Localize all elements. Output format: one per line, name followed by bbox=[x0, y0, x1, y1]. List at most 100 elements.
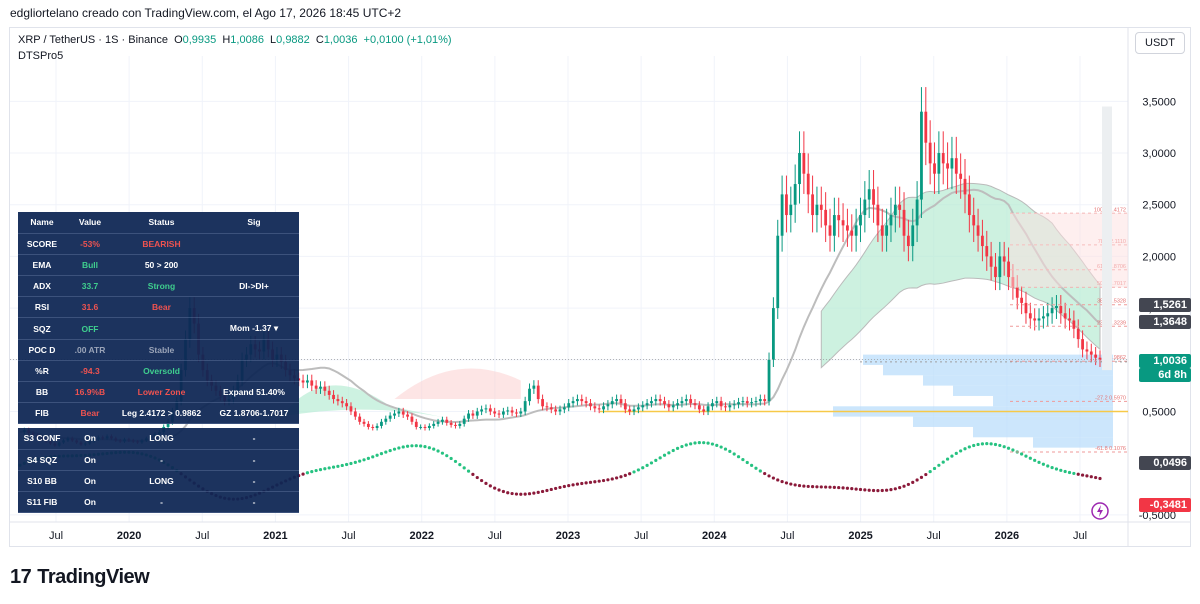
currency-button[interactable]: USDT bbox=[1135, 32, 1185, 54]
x-tick-label: 2020 bbox=[117, 530, 141, 542]
oscillator-dot bbox=[941, 460, 945, 464]
oscillator-dot bbox=[301, 472, 305, 476]
candle-body bbox=[793, 184, 797, 205]
candle-body bbox=[928, 142, 932, 164]
oscillator-dot bbox=[1072, 471, 1076, 476]
table-row: S3 CONF On LONG - bbox=[18, 428, 299, 450]
table-cell-value: On bbox=[66, 428, 114, 450]
oscillator-dot bbox=[898, 486, 902, 490]
oscillator-dot bbox=[1080, 473, 1085, 477]
candle-body bbox=[889, 215, 893, 226]
candle-body bbox=[501, 411, 505, 415]
table-cell-status: - bbox=[114, 491, 209, 514]
indicator-name[interactable]: DTSPro5 bbox=[18, 50, 64, 62]
table-header: Name bbox=[18, 212, 66, 234]
table-cell-value: -94.3 bbox=[66, 360, 114, 383]
candle-body bbox=[336, 399, 340, 402]
candle-body bbox=[545, 406, 549, 408]
candle-body bbox=[941, 153, 945, 164]
oscillator-dot bbox=[506, 491, 510, 495]
table-cell-name: POC D bbox=[18, 339, 66, 361]
oscillator-dot bbox=[871, 488, 876, 493]
oscillator-dot bbox=[601, 478, 606, 483]
candle-body bbox=[885, 225, 889, 236]
candle-body bbox=[515, 412, 518, 414]
oscillator-dot bbox=[358, 459, 362, 463]
candle-body bbox=[641, 405, 645, 408]
oscillator-dot bbox=[758, 469, 762, 473]
tradingview-logo[interactable]: 17 TradingView bbox=[10, 566, 150, 589]
oscillator-dot bbox=[706, 441, 710, 445]
oscillator-dot bbox=[1011, 448, 1015, 452]
table-row: EMA Bull 50 > 200 bbox=[18, 254, 299, 277]
oscillator-dot bbox=[345, 462, 349, 467]
oscillator-dot bbox=[919, 475, 924, 479]
price-tag: 0,0496 bbox=[1139, 456, 1191, 470]
candle-body bbox=[693, 403, 697, 406]
candle-body bbox=[789, 204, 793, 216]
table-cell-value: On bbox=[66, 470, 114, 493]
oscillator-dot bbox=[854, 487, 858, 491]
candle-body bbox=[445, 419, 449, 423]
oscillator-dot bbox=[571, 483, 575, 487]
table-cell-value: 31.6 bbox=[66, 296, 114, 319]
x-tick-label: Jul bbox=[488, 530, 502, 542]
x-tick-label: Jul bbox=[780, 530, 794, 542]
oscillator-dot bbox=[497, 488, 501, 492]
candle-body bbox=[310, 380, 314, 386]
oscillator-dot bbox=[893, 487, 897, 491]
oscillator-dot bbox=[950, 454, 954, 458]
table-row: POC D .00 ATR Stable bbox=[18, 339, 299, 361]
oscillator-dot bbox=[549, 487, 553, 492]
table-cell-name: FIB bbox=[18, 402, 66, 425]
candle-body bbox=[1041, 316, 1045, 319]
candle-body bbox=[1028, 313, 1032, 319]
candle-body bbox=[728, 405, 732, 408]
oscillator-dot bbox=[493, 486, 497, 490]
fib-label: -27.2 0.5970 bbox=[1095, 395, 1126, 401]
table-row: ADX 33.7 Strong DI->DI+ bbox=[18, 275, 299, 298]
oscillator-dot bbox=[972, 443, 976, 448]
candle-body bbox=[737, 402, 740, 405]
candle-body bbox=[898, 204, 902, 210]
table-cell-sig: GZ 1.8706-1.7017 bbox=[209, 402, 299, 425]
oscillator-dot bbox=[993, 442, 998, 447]
candle-body bbox=[719, 401, 723, 407]
symbol-name[interactable]: XRP / TetherUS · 1S · Binance bbox=[18, 34, 168, 46]
table-cell-name: S4 SQZ bbox=[18, 449, 66, 471]
high-label: H bbox=[222, 34, 231, 46]
table-cell-value: On bbox=[66, 491, 114, 514]
symbol-legend[interactable]: XRP / TetherUS · 1S · Binance O0,9935 H1… bbox=[18, 34, 455, 46]
oscillator-dot bbox=[928, 469, 932, 474]
candle-body bbox=[454, 424, 457, 426]
volume-profile-bar bbox=[953, 385, 1113, 396]
oscillator-dot bbox=[937, 463, 941, 467]
candle-body bbox=[380, 421, 383, 426]
oscillator-dot bbox=[1067, 470, 1072, 475]
candle-body bbox=[1089, 351, 1093, 355]
x-tick-label: Jul bbox=[634, 530, 648, 542]
candle-body bbox=[972, 215, 976, 226]
y-tick-label: 3,5000 bbox=[1142, 96, 1176, 108]
oscillator-dot bbox=[976, 442, 980, 447]
table-row: %R -94.3 Oversold bbox=[18, 360, 299, 383]
oscillator-dot bbox=[802, 484, 806, 488]
table-cell-status: Bear bbox=[114, 296, 209, 319]
candle-body bbox=[893, 204, 897, 216]
oscillator-dot bbox=[828, 485, 832, 489]
candle-body bbox=[745, 401, 749, 404]
candle-body bbox=[771, 308, 775, 360]
oscillator-dot bbox=[588, 480, 593, 484]
candle-body bbox=[1076, 328, 1080, 340]
candle-body bbox=[414, 421, 418, 427]
oscillator-dot bbox=[719, 445, 723, 449]
oscillator-dot bbox=[519, 492, 523, 496]
price-tag: -0,3481 bbox=[1139, 498, 1191, 512]
candle-body bbox=[663, 401, 666, 405]
oscillator-dot bbox=[628, 472, 632, 476]
candle-body bbox=[393, 413, 396, 416]
candle-body bbox=[671, 405, 675, 408]
projection-bar bbox=[1102, 106, 1112, 371]
tradingview-logo-text: TradingView bbox=[37, 566, 150, 588]
